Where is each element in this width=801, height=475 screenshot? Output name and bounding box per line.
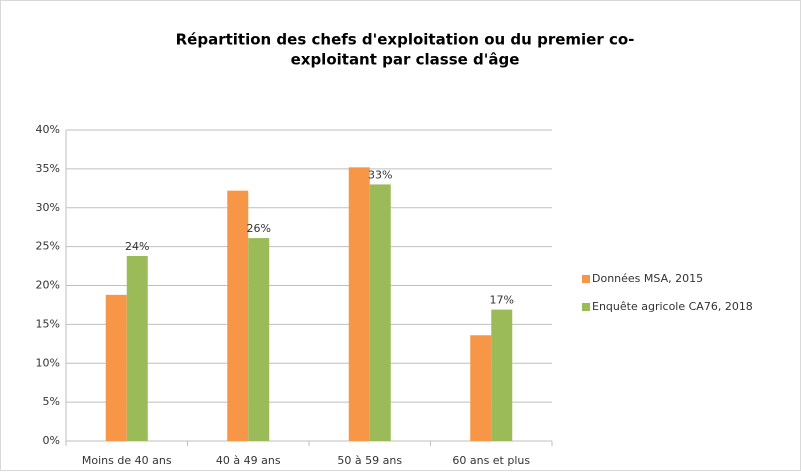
x-tick-label: 50 à 59 ans — [337, 454, 402, 467]
bar — [248, 238, 270, 441]
x-tick-label: Moins de 40 ans — [82, 454, 172, 467]
bar — [348, 167, 370, 441]
legend-label: Données MSA, 2015 — [592, 272, 703, 285]
y-tick-label: 5% — [43, 395, 60, 408]
data-label: 33% — [368, 168, 392, 181]
y-tick-label: 35% — [36, 162, 60, 175]
y-tick-label: 30% — [36, 201, 60, 214]
data-label: 17% — [490, 294, 514, 307]
bar — [105, 294, 127, 441]
y-tick-label: 25% — [36, 240, 60, 253]
legend-swatch — [582, 275, 590, 283]
chart-title: Répartition des chefs d'exploitation ou … — [176, 31, 635, 49]
x-tick-label: 40 à 49 ans — [216, 454, 281, 467]
y-tick-label: 20% — [36, 279, 60, 292]
data-label: 26% — [247, 222, 271, 235]
chart-title: exploitant par classe d'âge — [291, 51, 520, 69]
bar — [470, 335, 492, 441]
legend-label: Enquête agricole CA76, 2018 — [592, 300, 753, 313]
bar — [126, 255, 148, 441]
data-label: 24% — [125, 240, 149, 253]
bar — [491, 309, 513, 441]
y-tick-label: 15% — [36, 317, 60, 330]
bar — [227, 190, 249, 441]
y-tick-label: 40% — [36, 123, 60, 136]
y-tick-label: 10% — [36, 356, 60, 369]
y-tick-label: 0% — [43, 434, 60, 447]
legend-swatch — [582, 303, 590, 311]
x-tick-label: 60 ans et plus — [452, 454, 530, 467]
bar — [369, 184, 391, 442]
